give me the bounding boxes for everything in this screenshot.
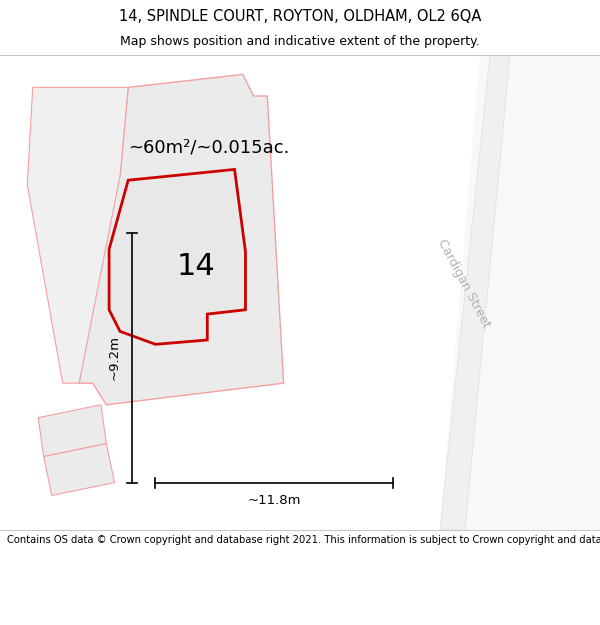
Polygon shape	[109, 169, 245, 344]
Text: ~11.8m: ~11.8m	[247, 494, 301, 508]
Polygon shape	[38, 405, 106, 457]
Text: Cardigan Street: Cardigan Street	[435, 238, 493, 331]
Text: Contains OS data © Crown copyright and database right 2021. This information is : Contains OS data © Crown copyright and d…	[7, 535, 600, 545]
Polygon shape	[27, 88, 128, 383]
Polygon shape	[44, 444, 115, 496]
Text: ~60m²/~0.015ac.: ~60m²/~0.015ac.	[128, 139, 290, 157]
Polygon shape	[440, 55, 510, 530]
Text: Map shows position and indicative extent of the property.: Map shows position and indicative extent…	[120, 35, 480, 48]
Text: ~9.2m: ~9.2m	[107, 336, 121, 381]
Text: 14, SPINDLE COURT, ROYTON, OLDHAM, OL2 6QA: 14, SPINDLE COURT, ROYTON, OLDHAM, OL2 6…	[119, 9, 481, 24]
Polygon shape	[440, 55, 600, 530]
Polygon shape	[79, 74, 284, 405]
Text: 14: 14	[177, 252, 216, 281]
